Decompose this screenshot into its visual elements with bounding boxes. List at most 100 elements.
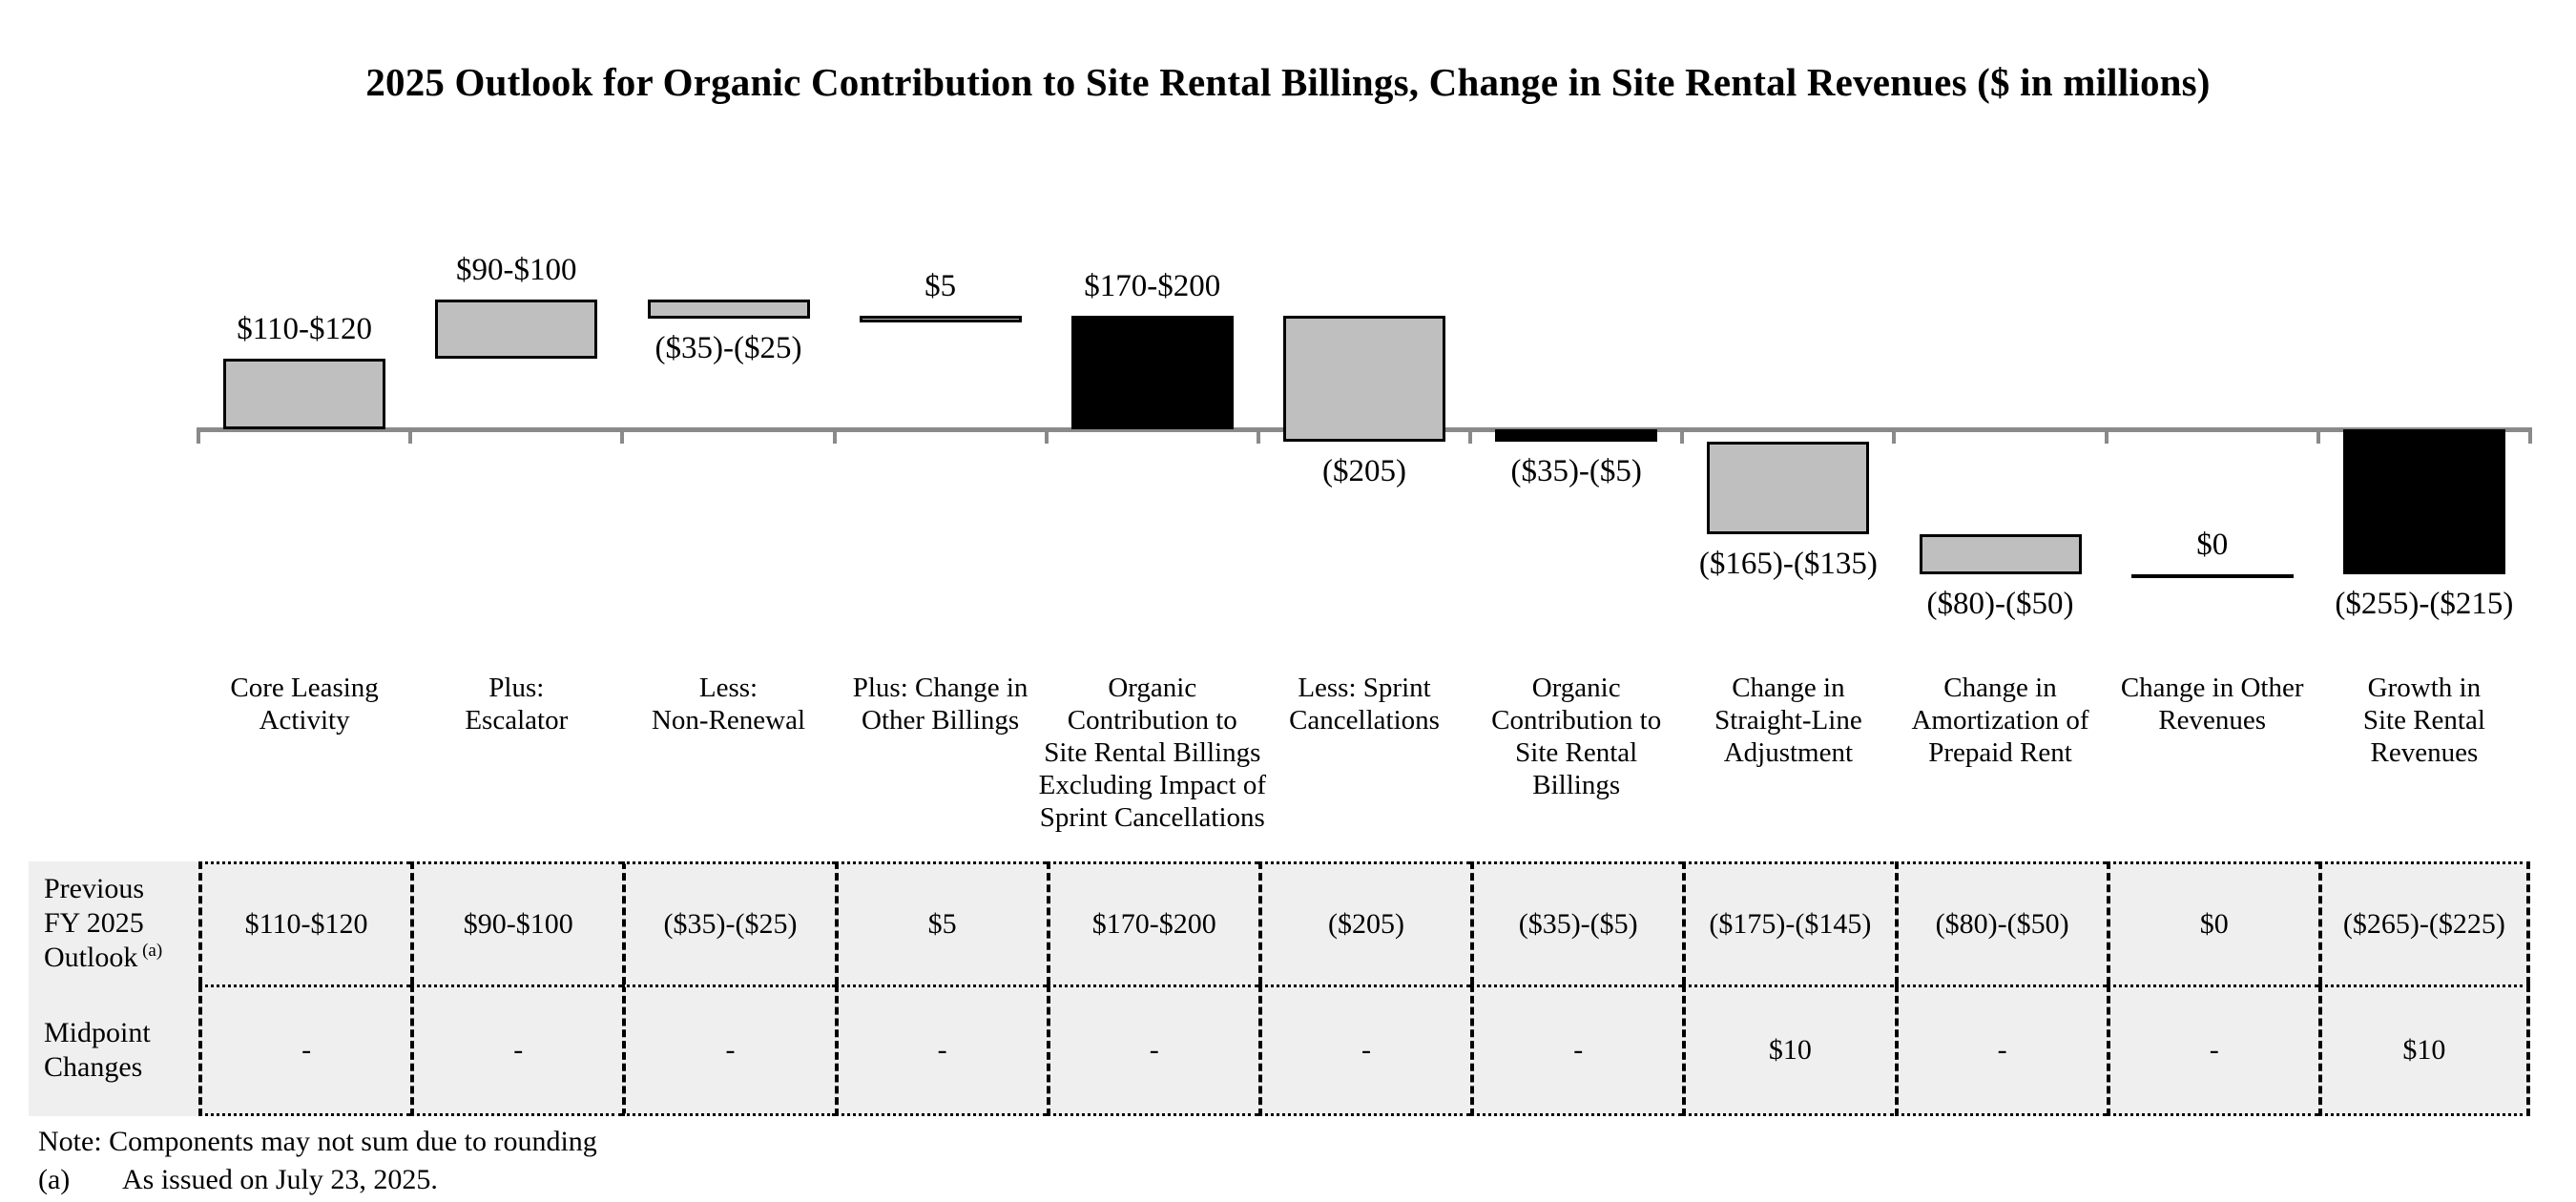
category-label-line: Straight-Line [1714,705,1862,736]
table-cell: $110-$120 [198,861,411,984]
axis-tick [1468,427,1473,444]
axis-tick [1256,427,1260,444]
table-cell: $5 [834,861,1047,984]
table-cell: $10 [2317,984,2530,1116]
category-label-line: Cancellations [1289,705,1440,736]
page-title: 2025 Outlook for Organic Contribution to… [365,60,2211,104]
table-cell: - [1894,984,2107,1116]
table-row-label-line: Outlook (a) [44,940,163,973]
table-cell: - [1257,984,1471,1116]
bar-value-label: ($255)-($215) [2335,586,2514,621]
category-label-line: Other Billings [862,705,1020,736]
waterfall-bar [1495,429,1658,442]
axis-tick [408,427,413,444]
waterfall-bar [859,315,1022,322]
axis-tick [2528,427,2532,444]
rounding-note: Note: Components may not sum due to roun… [38,1126,597,1157]
category-label: Organic Contribution to Site Rental Billing… [1433,672,1719,801]
category-label: Less: Non-Renewal [586,672,872,736]
category-label-line: Less: [698,673,758,703]
bar-value-label: $90-$100 [456,253,577,288]
category-label: Change in Straight-Line Adjustment [1645,672,1931,769]
category-label-line: Amortization of [1911,705,2089,736]
table-cell: - [198,984,411,1116]
bar-value-label: ($205) [1322,453,1406,488]
bar-value-label: ($165)-($135) [1698,546,1878,581]
bar-value-label: ($35)-($5) [1510,453,1642,488]
waterfall-bar [223,358,386,429]
waterfall-bar [1283,315,1445,442]
category-label-line: Core Leasing [230,673,379,703]
category-label-line: Activity [259,705,350,736]
category-label: Plus: Escalator [373,672,659,736]
axis-tick [197,427,200,444]
footnote-superscript: (a) [137,940,163,961]
table-row-label-line: FY 2025 [44,906,144,939]
table-cell: ($175)-($145) [1682,861,1895,984]
category-label: Core Leasing Activity [161,672,447,736]
category-label: Plus: Change in Other Billings [798,672,1084,736]
outlook-table: Previous FY 2025 Outlook (a) $110-$120 $90-$… [29,861,2530,1119]
category-label-line: Excluding Impact of [1038,770,1266,800]
axis-tick [2316,427,2320,444]
waterfall-bar [1707,441,1870,534]
waterfall-bar [647,300,810,319]
table-cell: $90-$100 [410,861,623,984]
table-cell: - [1470,984,1683,1116]
table-cell: $170-$200 [1046,861,1258,984]
category-label: Growth in Site Rental Revenues [2281,672,2567,769]
category-label-line: Organic [1531,673,1621,703]
category-label-line: Revenues [2158,705,2267,736]
category-label: Organic Contribution to Site Rental Billin… [1009,672,1296,834]
category-label-line: Sprint Cancellations [1039,802,1265,833]
category-label-line: Site Rental [1515,737,1638,768]
table-cell: ($80)-($50) [1894,861,2107,984]
category-label-line: Growth in [2367,673,2482,703]
table-cell: ($265)-($225) [2317,861,2530,984]
table-cell: $10 [1682,984,1895,1116]
axis-tick [620,427,625,444]
category-label-line: Change in Other [2120,673,2304,703]
waterfall-bar [1070,315,1234,429]
category-label-line: Site Rental Billings [1044,737,1261,768]
table-cell: - [622,984,835,1116]
footnote-marker: (a) [38,1164,71,1195]
category-label: Change in Other Revenues [2069,672,2356,736]
bar-value-label: $0 [2196,527,2229,562]
table-row-label-line: Midpoint [44,1017,151,1048]
category-label-line: Billings [1532,770,1621,800]
waterfall-bar [435,300,598,359]
category-label-line: Contribution to [1067,705,1237,736]
waterfall-bar [2342,429,2505,574]
category-label: Change in Amortization of Prepaid Rent [1858,672,2144,769]
bar-value-label: $110-$120 [237,311,372,346]
waterfall-bar [2130,573,2294,578]
footnote: (a) As issued on July 23, 2025. [38,1164,438,1196]
category-label-line: Revenues [2370,737,2479,768]
category-label-line: Plus: Change in [852,673,1028,703]
category-label-line: Plus: [488,673,545,703]
table-cell: - [1046,984,1258,1116]
table-row-label: Midpoint Changes [29,984,198,1116]
axis-tick [2104,427,2109,444]
table-row-label-line: Changes [44,1051,143,1083]
table-cell: ($35)-($25) [622,861,835,984]
category-label: Less: Sprint Cancellations [1221,672,1507,736]
table-cell: ($35)-($5) [1470,861,1683,984]
category-label-line: Adjustment [1723,737,1854,768]
table-cell: - [834,984,1047,1116]
bar-value-label: ($80)-($50) [1926,586,2074,621]
axis-tick [1680,427,1685,444]
category-label-line: Change in [1943,673,2057,703]
category-label-line: Organic [1108,673,1197,703]
bar-value-label: $170-$200 [1084,268,1221,303]
waterfall-bar [1919,533,2082,574]
axis-tick [1892,427,1897,444]
category-label-line: Less: Sprint [1298,673,1431,703]
bar-value-label: $5 [924,268,957,303]
axis-tick [832,427,837,444]
category-label-line: Prepaid Rent [1928,737,2072,768]
category-label-line: Site Rental [2362,705,2485,736]
category-label-line: Contribution to [1491,705,1662,736]
